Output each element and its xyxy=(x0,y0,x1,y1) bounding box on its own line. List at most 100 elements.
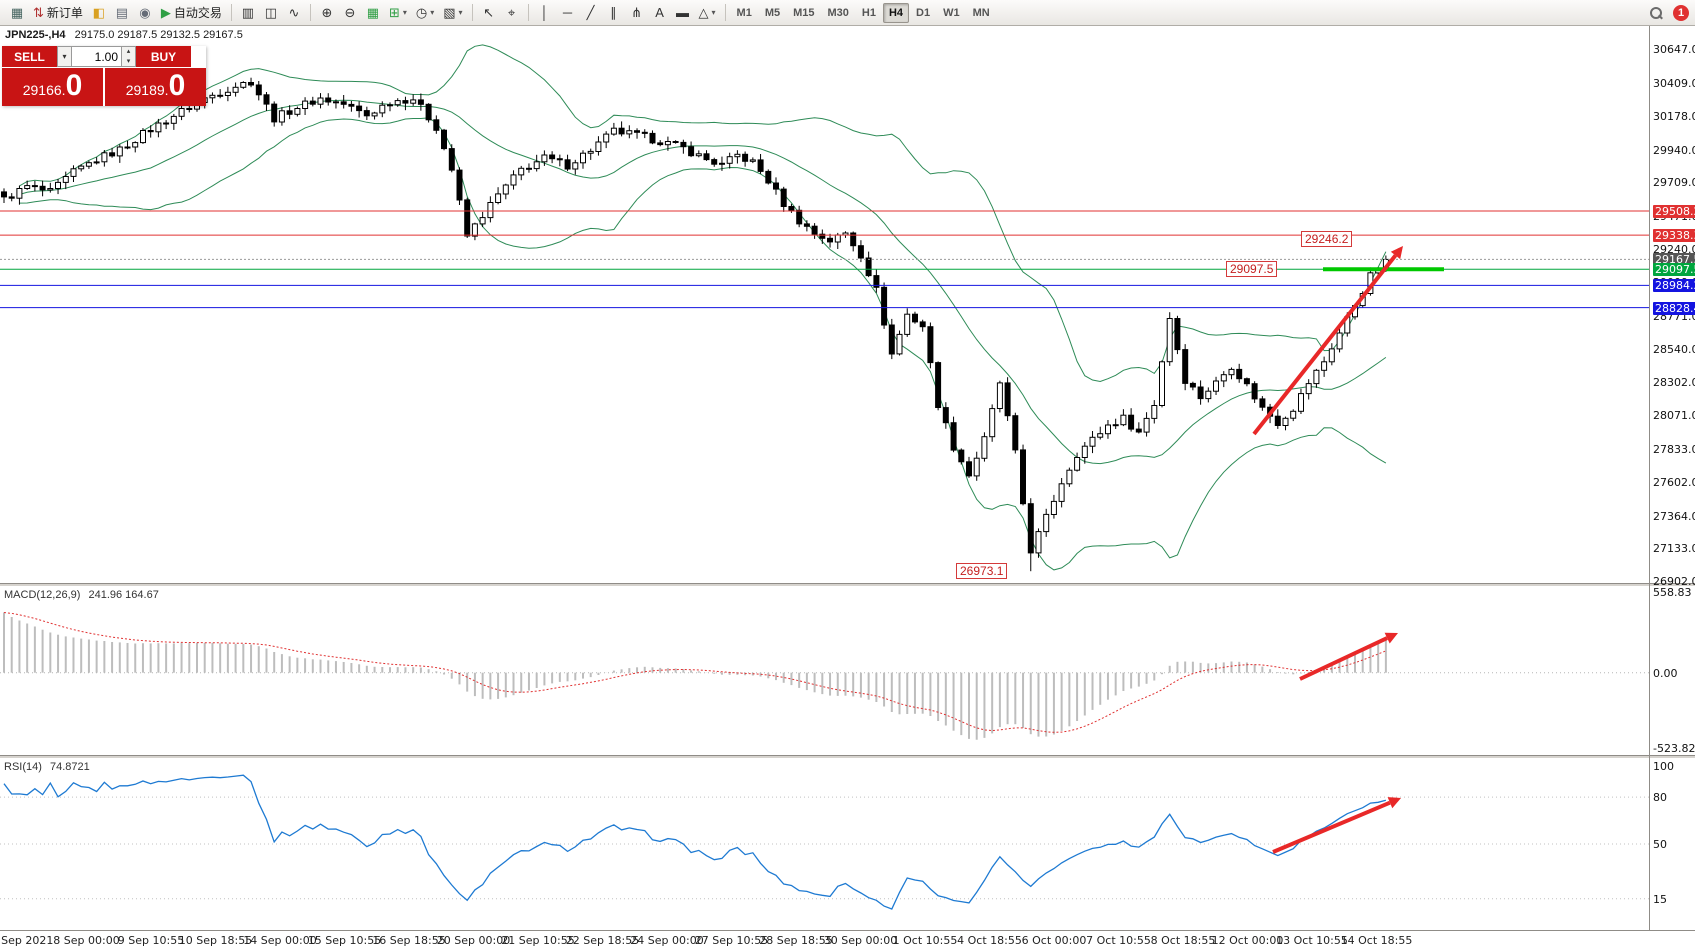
trend-arrow[interactable] xyxy=(1272,800,1391,854)
toolbar-buttons: ▦ ⇅ 新订单 ◧ ▤ ◉ ▶ 自动交易 ▥ ◫ ∿ ⊕ ⊖ ▦ ⊞ ▾ ◷ ▾ ▧ ▾ ↖ ⌖ │ ─ ╱ ∥ ⋔ A ▬ △ ▾ M1 M5… xyxy=(6,0,996,25)
timeframe-m5[interactable]: M5 xyxy=(764,6,781,19)
periods-icon: ◷ xyxy=(415,5,428,20)
volume-stepper[interactable]: ▴ ▾ xyxy=(122,46,136,67)
timeframe-m1[interactable]: M1 xyxy=(736,6,752,19)
rsi-line xyxy=(3,774,1387,910)
chart-ohlc-values: 29175.0 29187.5 29132.5 29167.5 xyxy=(74,29,243,41)
bar-chart-button[interactable]: ▥ xyxy=(237,2,259,23)
indicators-button[interactable]: ⊞ ▾ xyxy=(385,2,411,23)
chart-header: JPN225-,H4 29175.0 29187.5 29132.5 29167… xyxy=(5,29,243,41)
channel-button[interactable]: ∥ xyxy=(603,2,625,23)
price-axis-label: 28302.0 xyxy=(1653,376,1695,389)
shapes-button[interactable]: △ ▾ xyxy=(695,2,720,23)
rsi-chart-surface[interactable] xyxy=(0,758,1695,930)
zoom-out-button[interactable]: ⊖ xyxy=(339,2,361,23)
navigator-button[interactable]: ◉ xyxy=(134,2,156,23)
time-axis-label: 14 Oct 18:55 xyxy=(1340,934,1413,947)
rsi-axis-label: 15 xyxy=(1653,893,1667,906)
text-button[interactable]: A xyxy=(649,2,671,23)
rsi-value: 74.8721 xyxy=(49,761,90,773)
macd-signal-line xyxy=(3,612,1387,733)
notification-badge[interactable]: 1 xyxy=(1673,4,1689,21)
time-axis-label: 13 Oct 10:55 xyxy=(1276,934,1348,947)
buy-button-label[interactable]: BUY xyxy=(136,46,191,67)
label-button[interactable]: ▬ xyxy=(672,2,694,23)
rsi-axis-label: 100 xyxy=(1653,760,1674,773)
autotrading-button[interactable]: ▶ 自动交易 xyxy=(157,2,226,23)
templates-icon: ▧ xyxy=(443,5,456,20)
time-axis-label: 20 Sep 00:00 xyxy=(436,934,511,947)
timeframe-m15[interactable]: M15 xyxy=(793,6,815,19)
market-watch-icon: ▤ xyxy=(115,5,129,20)
panel-separator[interactable] xyxy=(0,583,1695,586)
timeframe-mn[interactable]: MN xyxy=(972,6,990,19)
time-axis-label: 14 Sep 00:00 xyxy=(243,934,317,947)
price-axis-label: 30178.0 xyxy=(1653,110,1695,123)
zoom-in-button[interactable]: ⊕ xyxy=(316,2,338,23)
timeframe-m30[interactable]: M30 xyxy=(827,6,849,19)
volume-increase-icon[interactable]: ▴ xyxy=(126,48,131,55)
line-chart-button[interactable]: ∿ xyxy=(283,2,305,23)
timeframe-h4[interactable]: H4 xyxy=(882,2,910,23)
rsi-axis-label: 50 xyxy=(1653,838,1667,851)
sell-button-label[interactable]: SELL xyxy=(2,46,57,67)
label-icon: ▬ xyxy=(676,5,690,20)
trend-arrow[interactable] xyxy=(1299,636,1388,681)
line-chart-icon: ∿ xyxy=(288,5,300,20)
crosshair-button[interactable]: ⌖ xyxy=(501,2,523,23)
bollinger-upper-band xyxy=(19,44,1387,383)
price-marker-label: 29167.5 xyxy=(1653,253,1695,266)
time-axis-label: 30 Sep 00:00 xyxy=(823,934,898,947)
buy-button[interactable]: 29189. 0 xyxy=(105,68,206,106)
price-axis-label: 27602.0 xyxy=(1653,476,1695,489)
sell-button[interactable]: 29166. 0 xyxy=(2,68,103,106)
candlestick-chart-button[interactable]: ◫ xyxy=(260,2,282,23)
macd-chart-surface[interactable] xyxy=(0,586,1695,755)
toolbar-separator xyxy=(724,4,726,21)
timeframe-w1[interactable]: W1 xyxy=(943,6,960,19)
quotes-button[interactable]: ◧ xyxy=(88,2,110,23)
price-annotation: 26973.1 xyxy=(956,563,1008,579)
macd-histogram xyxy=(3,612,1387,740)
cursor-button[interactable]: ↖ xyxy=(478,2,500,23)
price-annotation: 29097.5 xyxy=(1226,261,1278,277)
search-icon[interactable] xyxy=(1649,6,1663,20)
timeframe-d1[interactable]: D1 xyxy=(916,6,931,19)
new-chart-button[interactable]: ▦ xyxy=(6,2,28,23)
rsi-name: RSI(14) xyxy=(4,761,42,773)
new-order-button[interactable]: ⇅ 新订单 xyxy=(29,2,87,23)
trendline-button[interactable]: ╱ xyxy=(580,2,602,23)
trend-arrow[interactable] xyxy=(1252,254,1398,436)
price-axis-label: 30409.0 xyxy=(1653,77,1695,90)
tile-windows-icon: ▦ xyxy=(366,5,380,20)
indicators-icon: ⊞ xyxy=(388,5,400,20)
trend-arrow-head xyxy=(1387,797,1401,809)
price-chart-surface[interactable] xyxy=(0,26,1695,583)
dropdown-icon: ▾ xyxy=(430,8,435,17)
fibonacci-icon: ⋔ xyxy=(631,5,642,20)
fibonacci-button[interactable]: ⋔ xyxy=(626,2,648,23)
templates-button[interactable]: ▧ ▾ xyxy=(439,2,466,23)
volume-decrease-icon[interactable]: ▾ xyxy=(126,57,131,65)
new-order-button-label: 新订单 xyxy=(46,6,83,20)
price-axis-separator xyxy=(1649,26,1650,930)
price-axis[interactable]: 30647.030409.030178.029940.029709.029471… xyxy=(1651,0,1695,930)
periods-button[interactable]: ◷ ▾ xyxy=(412,2,438,23)
volume-dropdown-button[interactable]: ▾ xyxy=(57,46,72,67)
horizontal-line-button[interactable]: ─ xyxy=(557,2,579,23)
price-axis-label: 27833.0 xyxy=(1653,443,1695,456)
trendline-icon: ╱ xyxy=(586,5,595,20)
time-axis-label: 10 Sep 18:55 xyxy=(178,934,253,947)
candlestick-chart-icon: ◫ xyxy=(264,5,278,20)
tile-windows-button[interactable]: ▦ xyxy=(362,2,384,23)
volume-input[interactable] xyxy=(72,46,122,67)
toolbar-separator xyxy=(230,4,232,21)
market-watch-button[interactable]: ▤ xyxy=(111,2,133,23)
timeframe-h1[interactable]: H1 xyxy=(861,6,876,19)
panel-separator[interactable] xyxy=(0,755,1695,758)
time-axis-label: 16 Sep 18:55 xyxy=(372,934,446,947)
sell-price: 29166. xyxy=(22,82,66,98)
vertical-line-button[interactable]: │ xyxy=(534,2,556,23)
